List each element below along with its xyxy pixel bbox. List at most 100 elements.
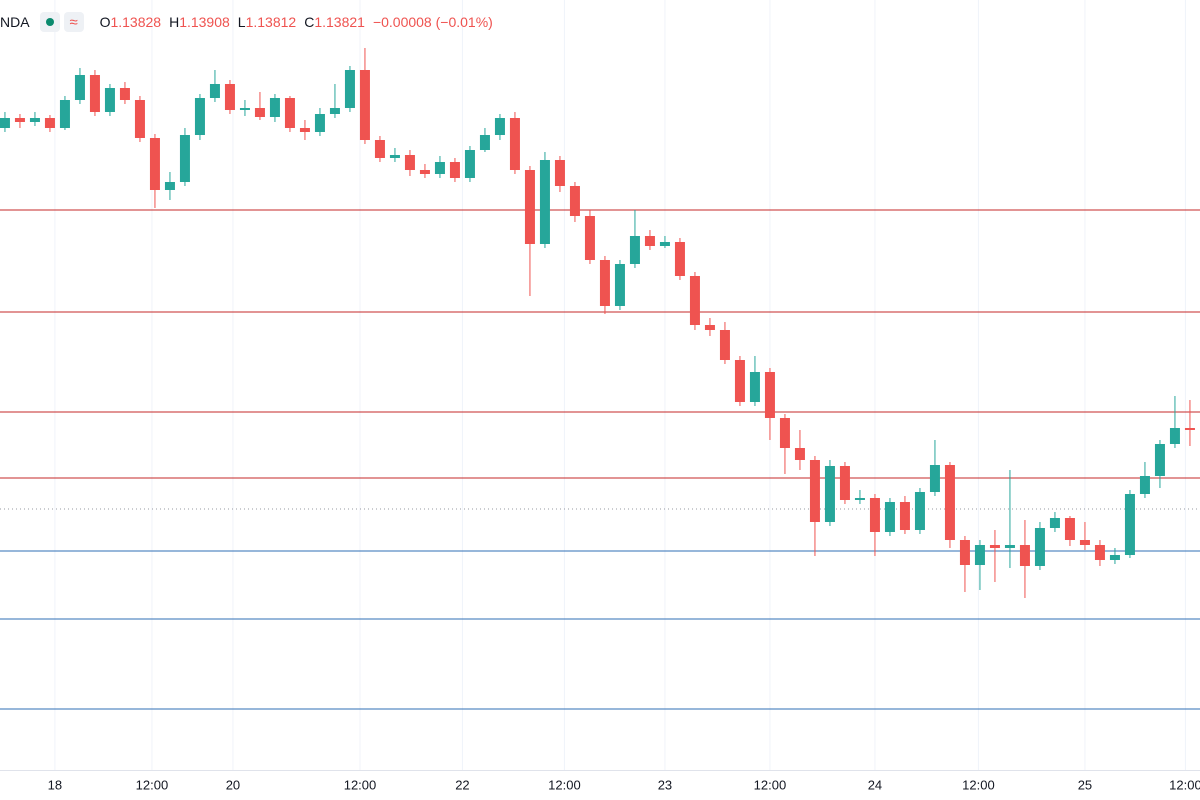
- candle-body: [419, 170, 430, 174]
- candle-body: [299, 128, 310, 132]
- candle-body: [569, 186, 580, 216]
- candle-body: [824, 466, 835, 522]
- candle-body: [734, 360, 745, 402]
- candle-body: [389, 155, 400, 158]
- candle-body: [344, 70, 355, 108]
- candle-body: [809, 460, 820, 522]
- x-tick-label: 24: [868, 777, 882, 792]
- candle-body: [614, 264, 625, 306]
- candle-body: [359, 70, 370, 140]
- candle-body: [719, 330, 730, 360]
- candle-body: [1169, 428, 1180, 444]
- ohlc-label: O: [99, 14, 111, 30]
- candle-body: [59, 100, 70, 128]
- x-tick-label: 12:00: [548, 777, 581, 792]
- candle-body: [869, 498, 880, 532]
- ohlc-value: 1.13812: [245, 14, 297, 30]
- ohlc-value: 1.13821: [314, 14, 365, 30]
- candle-body: [239, 108, 250, 110]
- x-tick-label: 20: [226, 777, 240, 792]
- candle-body: [1139, 476, 1150, 494]
- candle-body: [629, 236, 640, 264]
- candle-body: [1154, 444, 1165, 476]
- change: −0.00008 (−0.01%): [372, 14, 493, 30]
- candle-body: [1034, 528, 1045, 566]
- x-tick-label: 12:00: [136, 777, 169, 792]
- candle-body: [404, 155, 415, 170]
- wave-icon[interactable]: ≈: [63, 12, 84, 32]
- x-tick-label: 18: [48, 777, 62, 792]
- candle-body: [764, 372, 775, 418]
- candle-body: [254, 108, 265, 117]
- candle-body: [179, 135, 190, 182]
- candle-body: [149, 138, 160, 190]
- candle-body: [929, 465, 940, 492]
- candle-body: [224, 84, 235, 110]
- candle-body: [314, 114, 325, 132]
- candle-body: [14, 118, 25, 122]
- candle-body: [119, 88, 130, 100]
- x-tick-label: 12:00: [962, 777, 995, 792]
- ohlc-values: O 1.13828 H 1.13908 L 1.13812 C 1.13821: [100, 14, 373, 30]
- candle-body: [104, 88, 115, 112]
- ohlc-label: L: [237, 14, 246, 30]
- candle-body: [839, 466, 850, 500]
- candle-body: [539, 160, 550, 244]
- candle-body: [704, 325, 715, 330]
- candle-body: [1049, 518, 1060, 528]
- x-tick-label: 12:00: [344, 777, 377, 792]
- x-tick-label: 25: [1078, 777, 1092, 792]
- candle-body: [659, 242, 670, 246]
- candle-body: [974, 545, 985, 565]
- candle-body: [134, 100, 145, 138]
- candle-body: [209, 84, 220, 98]
- candle-body: [794, 448, 805, 460]
- candle-body: [1004, 545, 1015, 548]
- candle-body: [374, 140, 385, 158]
- ohlc-value: 1.13828: [110, 14, 162, 30]
- candle-body: [524, 170, 535, 244]
- legend-header: NDA ≈ O 1.13828 H 1.13908 L 1.13812 C 1.13821 −…: [0, 10, 501, 34]
- candle-body: [1079, 540, 1090, 545]
- candle-body: [989, 545, 1000, 548]
- candle-body: [89, 75, 100, 112]
- ohlc-label: H: [169, 14, 180, 30]
- candle-body: [674, 242, 685, 276]
- candle-body: [959, 540, 970, 565]
- candle-body: [464, 150, 475, 178]
- x-tick-label: 23: [658, 777, 672, 792]
- candle-body: [1019, 545, 1030, 566]
- candle-body: [689, 276, 700, 325]
- candle-body: [449, 162, 460, 178]
- candle-body: [329, 108, 340, 114]
- candle-body: [269, 98, 280, 117]
- candle-body: [749, 372, 760, 402]
- candle-body: [1124, 494, 1135, 555]
- status-icon[interactable]: [39, 12, 60, 32]
- candle-body: [884, 502, 895, 532]
- candle-body: [914, 492, 925, 530]
- candle-body: [164, 182, 175, 190]
- candle-body: [479, 135, 490, 150]
- candle-body: [1094, 545, 1105, 560]
- candle-body: [644, 236, 655, 246]
- ohlc-value: 1.13908: [179, 14, 230, 30]
- candle-body: [1184, 428, 1195, 430]
- x-tick-label: 12:00: [1169, 777, 1200, 792]
- candle-body: [434, 162, 445, 174]
- candle-body: [194, 98, 205, 135]
- candle-body: [554, 160, 565, 186]
- candle-body: [779, 418, 790, 448]
- candle-body: [1064, 518, 1075, 540]
- candle-body: [0, 118, 10, 128]
- x-tick-label: 12:00: [754, 777, 787, 792]
- candle-body: [599, 260, 610, 306]
- candle-body: [74, 75, 85, 100]
- candle-body: [494, 118, 505, 135]
- candle-body: [899, 502, 910, 530]
- candle-body: [284, 98, 295, 128]
- x-tick-label: 22: [455, 777, 469, 792]
- ohlc-label: C: [304, 14, 315, 30]
